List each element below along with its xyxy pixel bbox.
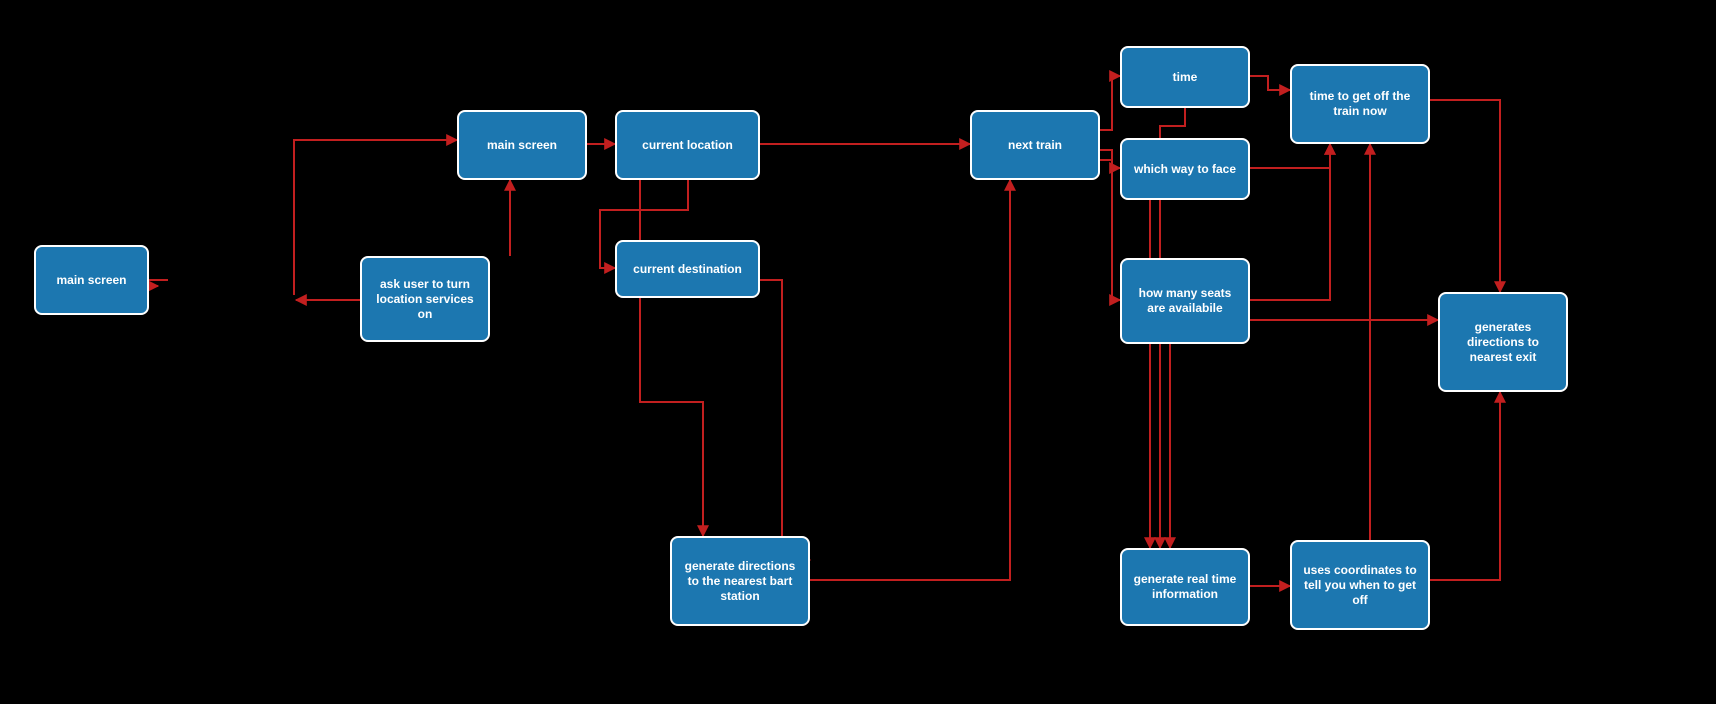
node-gdir[interactable]: generate directions to the nearest bart … [670,536,810,626]
edge-e_ms0_open [149,280,168,286]
node-face[interactable]: which way to face [1120,138,1250,200]
edge-e_face_toff [1250,144,1330,168]
edge-e_next_face [1100,150,1120,168]
node-ask[interactable]: ask user to turn location services on [360,256,490,342]
edge-label-e_xt_ms1: xt [325,126,335,138]
node-rti[interactable]: generate real time information [1120,548,1250,626]
edge-e_cdest_gdir [760,280,810,560]
edge-e_seats_toff [1250,144,1330,300]
edge-e_time_toff [1250,76,1290,90]
edge-e_toff_exit [1430,100,1500,292]
edge-e_coord_exit [1430,392,1500,580]
node-seats[interactable]: how many seats are availabile [1120,258,1250,344]
node-ms0[interactable]: main screen [34,245,149,315]
node-exit[interactable]: generates directions to nearest exit [1438,292,1568,392]
node-coord[interactable]: uses coordinates to tell you when to get… [1290,540,1430,630]
node-toff[interactable]: time to get off the train now [1290,64,1430,144]
node-next[interactable]: next train [970,110,1100,180]
node-time[interactable]: time [1120,46,1250,108]
flowchart-canvas: main screen ask user to turn location ser… [0,0,1716,704]
edge-e_cloc_gdir [640,180,703,536]
node-cloc[interactable]: current location [615,110,760,180]
edge-e_gdir_next [810,180,1010,580]
node-ms1[interactable]: main screen [457,110,587,180]
edge-e_next_time [1100,76,1120,130]
node-cdest[interactable]: current destination [615,240,760,298]
edge-e_next_seats [1100,160,1120,300]
